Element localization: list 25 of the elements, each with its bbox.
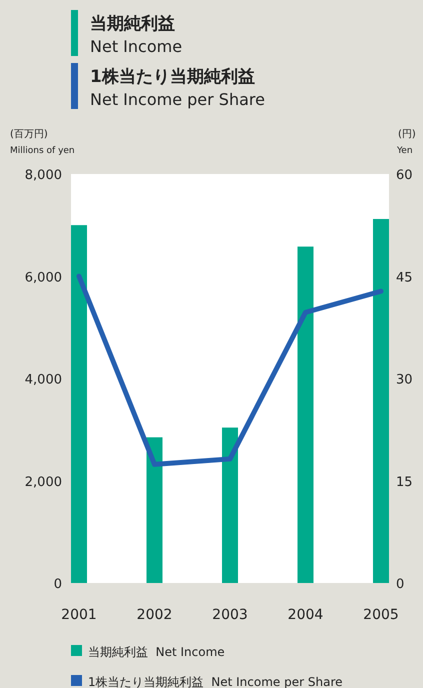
y2-axis-title: (円) Yen [396,129,416,156]
y2-tick-label: 30 [396,372,413,388]
x-tick-label: 2002 [136,607,172,623]
y-axis-title: (百万円) Millions of yen [10,129,75,156]
bar [373,218,389,583]
y-tick-label: 0 [54,577,62,592]
y-tick-label: 4,000 [24,372,62,388]
chart-title: 当期純利益 Net Income [90,14,182,56]
y-tick-label: 8,000 [24,168,62,183]
legend-label: 当期純利益 Net Income [88,645,225,659]
x-tick-label: 2004 [288,607,324,623]
y2-tick-label: 0 [396,577,404,592]
bar [222,428,238,583]
bar [71,225,87,583]
x-tick-label: 2001 [61,607,97,623]
chart-subtitle: 1株当たり当期純利益 Net Income per Share [90,67,265,109]
x-tick-label: 2005 [363,607,399,623]
y-tick-label: 2,000 [24,474,62,490]
bar [298,246,314,583]
y2-tick-label: 60 [396,168,413,183]
y-tick-label: 6,000 [24,270,62,286]
y2-tick-label: 15 [396,474,413,490]
y2-tick-label: 45 [396,270,413,286]
x-tick-label: 2003 [212,607,248,623]
bar [146,437,162,583]
